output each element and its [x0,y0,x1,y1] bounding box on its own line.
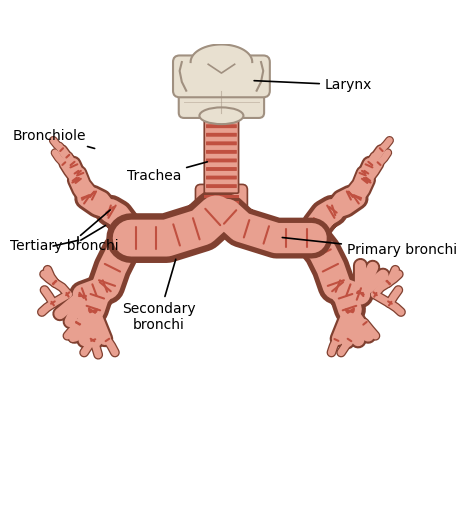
FancyBboxPatch shape [206,167,237,171]
FancyBboxPatch shape [206,133,237,136]
FancyBboxPatch shape [195,185,247,226]
Text: Trachea: Trachea [127,162,207,184]
FancyBboxPatch shape [204,114,238,193]
FancyBboxPatch shape [206,184,237,188]
FancyBboxPatch shape [206,176,237,179]
FancyBboxPatch shape [206,141,237,145]
Polygon shape [252,62,263,90]
Polygon shape [191,44,252,62]
Bar [204,213,239,216]
FancyBboxPatch shape [173,56,270,97]
Text: Tertiary bronchi: Tertiary bronchi [10,239,119,253]
Bar [204,207,239,210]
FancyBboxPatch shape [206,124,237,128]
Bar [204,195,239,198]
FancyBboxPatch shape [206,116,237,120]
Polygon shape [180,62,191,90]
FancyBboxPatch shape [206,159,237,162]
Text: Bronchiole: Bronchiole [12,129,95,149]
Text: Primary bronchi: Primary bronchi [283,238,457,258]
Ellipse shape [200,107,244,124]
FancyBboxPatch shape [179,66,264,118]
FancyBboxPatch shape [206,150,237,154]
Bar [204,200,239,204]
Text: Secondary
bronchi: Secondary bronchi [122,259,196,332]
Text: Larynx: Larynx [254,78,372,92]
